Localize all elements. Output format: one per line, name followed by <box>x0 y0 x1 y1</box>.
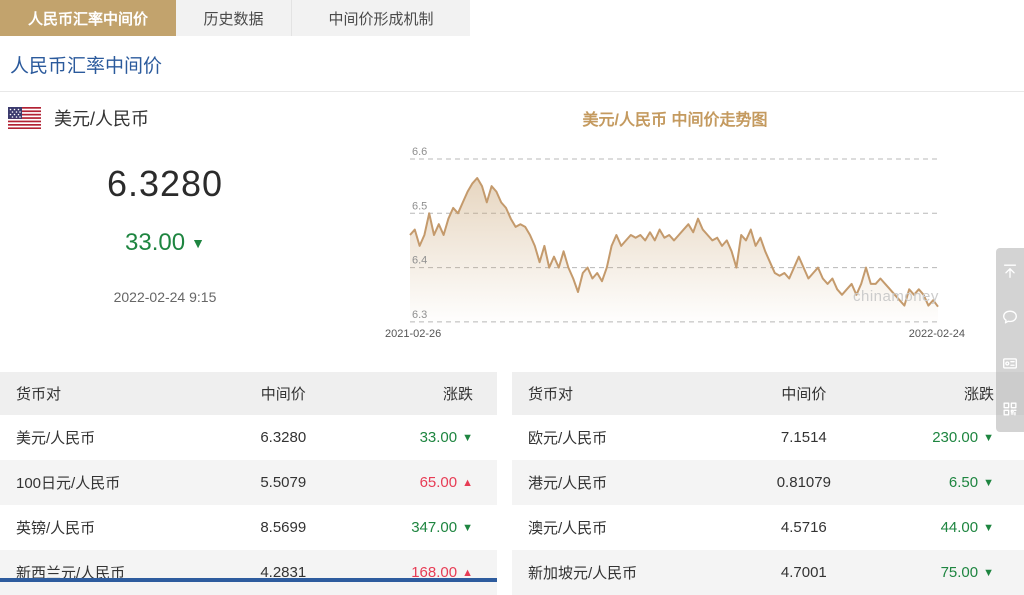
us-flag-icon <box>8 107 41 129</box>
change-cell: 44.00 ▼ <box>940 519 994 536</box>
change-cell: 75.00 ▼ <box>940 564 994 581</box>
column-header: 中间价 <box>260 386 306 403</box>
currency-pair-cell[interactable]: 新西兰元/人民币 <box>16 565 126 582</box>
currency-pair-cell[interactable]: 新加坡元/人民币 <box>528 565 638 582</box>
quote-change-value: 33.00 <box>125 229 186 256</box>
change-cell: 65.00 ▲ <box>419 474 473 491</box>
currency-pair-cell[interactable]: 欧元/人民币 <box>528 430 608 447</box>
quote-change: 33.00 ▼ <box>0 229 330 257</box>
table-row: 澳元/人民币 4.5716 44.00 ▼ <box>512 505 1024 550</box>
card-icon[interactable] <box>999 352 1021 374</box>
table-header-row: 货币对 中间价 涨跌 <box>0 372 497 415</box>
table-row: 港元/人民币 0.81079 6.50 ▼ <box>512 460 1024 505</box>
up-triangle-icon: ▲ <box>462 567 473 579</box>
svg-text:6.6: 6.6 <box>412 146 427 158</box>
tab-parity-formation-mechanism[interactable]: 中间价形成机制 <box>292 0 470 36</box>
down-triangle-icon: ▼ <box>191 235 205 251</box>
central-parity-cell: 4.5716 <box>780 519 827 536</box>
chat-icon[interactable] <box>999 306 1021 328</box>
rates-table-left: 货币对 中间价 涨跌美元/人民币 6.3280 33.00 ▼ 100日元/人民币 5.507… <box>0 372 497 595</box>
currency-pair-cell[interactable]: 澳元/人民币 <box>528 520 608 537</box>
central-parity-cell: 4.7001 <box>780 564 827 581</box>
usd-cny-quote-panel: 美元/人民币 6.3280 33.00 ▼ 2022-02-24 9:15 <box>0 105 330 305</box>
down-triangle-icon: ▼ <box>983 432 994 444</box>
chart-title: 美元/人民币 中间价走势图 <box>582 112 768 129</box>
central-parity-cell: 0.81079 <box>776 474 831 491</box>
change-cell: 168.00 ▲ <box>411 564 473 581</box>
down-triangle-icon: ▼ <box>462 432 473 444</box>
table-row: 欧元/人民币 7.1514 230.00 ▼ <box>512 415 1024 460</box>
chart-x-start-label: 2021-02-26 <box>385 328 442 340</box>
currency-pair-cell[interactable]: 美元/人民币 <box>16 430 96 447</box>
change-cell: 33.00 ▼ <box>419 429 473 446</box>
currency-pair-cell[interactable]: 英镑/人民币 <box>16 520 96 537</box>
chinamoney-watermark: chinamoney <box>853 288 939 305</box>
quote-rate-value: 6.3280 <box>106 163 224 204</box>
page-title: 人民币汇率中间价 <box>10 56 163 77</box>
usd-cny-trend-chart: 美元/人民币 中间价走势图 6.6 6.5 6.4 6.3 chinamoney 20… <box>385 106 965 348</box>
table-header-row: 货币对 中间价 涨跌 <box>512 372 1024 415</box>
rates-tables-section: 货币对 中间价 涨跌美元/人民币 6.3280 33.00 ▼ 100日元/人民币 5.507… <box>0 372 1024 595</box>
column-header: 涨跌 <box>442 386 473 403</box>
quote-timestamp: 2022-02-24 9:15 <box>113 289 217 305</box>
floating-side-toolbar <box>996 248 1024 432</box>
quote-pair-name: 美元/人民币 <box>54 109 150 129</box>
footer-bar-sliver <box>0 578 497 582</box>
column-header: 货币对 <box>16 386 62 403</box>
down-triangle-icon: ▼ <box>983 522 994 534</box>
svg-text:6.4: 6.4 <box>412 255 427 267</box>
central-parity-cell: 7.1514 <box>780 429 827 446</box>
chart-area-fill <box>410 178 938 326</box>
area-chart-plot: 6.6 6.5 6.4 6.3 <box>409 146 939 326</box>
central-parity-cell: 6.3280 <box>260 429 307 446</box>
chart-y-tick-labels: 6.6 6.5 6.4 6.3 <box>412 146 427 321</box>
back-to-top-icon[interactable] <box>999 260 1021 282</box>
table-row: 美元/人民币 6.3280 33.00 ▼ <box>0 415 497 460</box>
change-cell: 6.50 ▼ <box>948 474 994 491</box>
chart-line <box>409 177 939 308</box>
column-header: 货币对 <box>528 386 574 403</box>
rates-table-right: 货币对 中间价 涨跌欧元/人民币 7.1514 230.00 ▼ 港元/人民币 0.81079… <box>512 372 1024 595</box>
central-parity-cell: 4.2831 <box>260 564 307 581</box>
column-header: 中间价 <box>781 386 827 403</box>
down-triangle-icon: ▼ <box>983 477 994 489</box>
tab-bar: 人民币汇率中间价 历史数据 中间价形成机制 <box>0 0 1024 36</box>
currency-pair-cell[interactable]: 港元/人民币 <box>528 475 608 492</box>
page-title-section: 人民币汇率中间价 <box>0 36 1024 92</box>
up-triangle-icon: ▲ <box>462 477 473 489</box>
down-triangle-icon: ▼ <box>983 567 994 579</box>
column-header: 涨跌 <box>963 386 994 403</box>
chart-x-end-label: 2022-02-24 <box>908 328 965 340</box>
table-row: 100日元/人民币 5.5079 65.00 ▲ <box>0 460 497 505</box>
central-parity-cell: 5.5079 <box>260 474 307 491</box>
svg-text:6.3: 6.3 <box>412 309 427 321</box>
qrcode-icon[interactable] <box>999 398 1021 420</box>
currency-pair-cell[interactable]: 100日元/人民币 <box>16 475 121 492</box>
table-row: 新加坡元/人民币 4.7001 75.00 ▼ <box>512 550 1024 595</box>
down-triangle-icon: ▼ <box>462 522 473 534</box>
table-row: 新西兰元/人民币 4.2831 168.00 ▲ <box>0 550 497 595</box>
change-cell: 230.00 ▼ <box>932 429 994 446</box>
table-row: 英镑/人民币 8.5699 347.00 ▼ <box>0 505 497 550</box>
change-cell: 347.00 ▼ <box>411 519 473 536</box>
tab-rmb-central-parity[interactable]: 人民币汇率中间价 <box>0 0 176 36</box>
central-parity-cell: 8.5699 <box>260 519 307 536</box>
svg-text:6.5: 6.5 <box>412 200 427 212</box>
tab-historical-data[interactable]: 历史数据 <box>176 0 292 36</box>
